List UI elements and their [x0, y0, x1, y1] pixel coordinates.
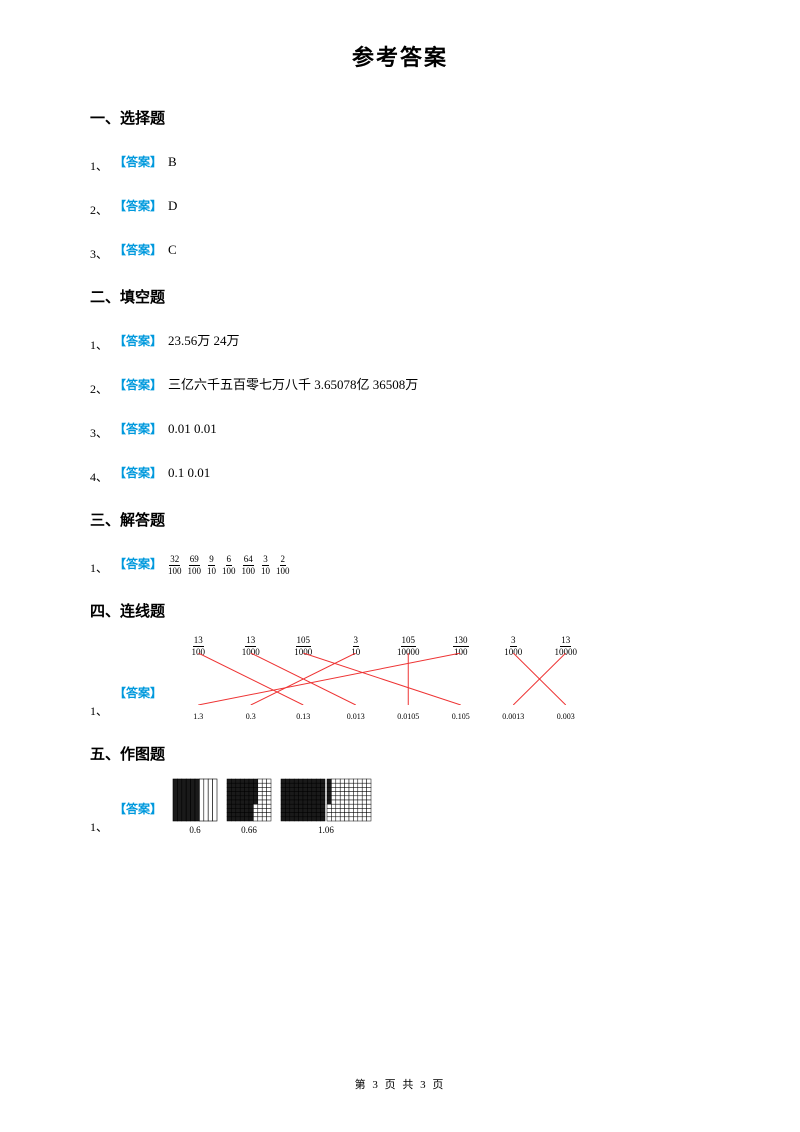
page-footer: 第 3 页 共 3 页 [0, 1076, 800, 1092]
section-2-head: 二、填空题 [90, 286, 710, 307]
s1-item-1: 1、 【答案】 B [90, 142, 710, 176]
s1-item-3: 3、 【答案】 C [90, 230, 710, 264]
answer-label: 【答案】 [114, 241, 162, 264]
section-4-head: 四、连线题 [90, 600, 710, 621]
s3-item-1: 1、 【答案】 32100 69100 910 6100 64100 310 2100 [90, 544, 710, 578]
grid-label: 1.06 [318, 825, 334, 835]
s2-item-1: 1、 【答案】 23.56万 24万 [90, 321, 710, 355]
match-bottom-value: 0.3 [225, 712, 278, 721]
answer-label: 【答案】 [114, 332, 162, 355]
fraction: 32100 [168, 555, 182, 576]
answer-label: 【答案】 [114, 197, 162, 220]
s5-item-1: 1、 【答案】 0.6 0.66 1.06 [90, 778, 710, 837]
match-bottom-value: 1.3 [172, 712, 225, 721]
grid-figure: 0.6 [172, 778, 218, 835]
s1-item-2: 2、 【答案】 D [90, 186, 710, 220]
match-bottom-value: 0.0013 [487, 712, 540, 721]
answer-text: 三亿六千五百零七万八千 3.65078亿 36508万 [168, 374, 418, 399]
answer-label: 【答案】 [114, 684, 162, 721]
item-number: 4、 [90, 468, 108, 487]
fraction: 64100 [242, 555, 256, 576]
match-bottom-value: 0.0105 [382, 712, 435, 721]
grid-figure: 0.66 [226, 778, 272, 835]
item-number: 1、 [90, 559, 108, 578]
section-1-head: 一、选择题 [90, 107, 710, 128]
grid-label: 0.6 [189, 825, 200, 835]
answer-text: D [168, 198, 177, 220]
answer-text: 0.01 0.01 [168, 421, 217, 443]
answer-label: 【答案】 [114, 464, 162, 487]
answer-label: 【答案】 [114, 153, 162, 176]
item-number: 3、 [90, 245, 108, 264]
answer-text: 0.1 0.01 [168, 465, 210, 487]
s4-item-1: 1、 【答案】 13100131000105100031010510000130… [90, 635, 710, 721]
fraction: 910 [207, 555, 216, 576]
item-number: 1、 [90, 702, 108, 721]
match-bottom-value: 0.105 [435, 712, 488, 721]
match-bottom-value: 0.003 [540, 712, 593, 721]
item-number: 2、 [90, 201, 108, 220]
answer-label: 【答案】 [114, 800, 162, 837]
fraction-row: 32100 69100 910 6100 64100 310 2100 [168, 555, 290, 578]
item-number: 3、 [90, 424, 108, 443]
grid-figure: 1.06 [280, 778, 372, 835]
fraction: 6100 [222, 555, 236, 576]
fraction: 2100 [276, 555, 290, 576]
match-bottom-value: 0.013 [330, 712, 383, 721]
answer-label: 【答案】 [114, 420, 162, 443]
answer-text: C [168, 242, 177, 264]
item-number: 1、 [90, 336, 108, 355]
s2-item-3: 3、 【答案】 0.01 0.01 [90, 409, 710, 443]
matching-diagram: 1310013100010510003101051000013010031000… [172, 635, 592, 721]
answer-label: 【答案】 [114, 376, 162, 399]
answer-label: 【答案】 [114, 555, 162, 578]
grid-diagrams: 0.6 0.66 1.06 [172, 778, 372, 837]
s2-item-4: 4、 【答案】 0.1 0.01 [90, 453, 710, 487]
item-number: 2、 [90, 380, 108, 399]
section-5-head: 五、作图题 [90, 743, 710, 764]
item-number: 1、 [90, 157, 108, 176]
answer-text: 23.56万 24万 [168, 330, 240, 355]
fraction: 69100 [188, 555, 202, 576]
s2-item-2: 2、 【答案】 三亿六千五百零七万八千 3.65078亿 36508万 [90, 365, 710, 399]
item-number: 1、 [90, 818, 108, 837]
section-3-head: 三、解答题 [90, 509, 710, 530]
page-title: 参考答案 [90, 40, 710, 72]
fraction: 310 [261, 555, 270, 576]
match-bottom-value: 0.13 [277, 712, 330, 721]
grid-label: 0.66 [241, 825, 257, 835]
answer-text: B [168, 154, 177, 176]
